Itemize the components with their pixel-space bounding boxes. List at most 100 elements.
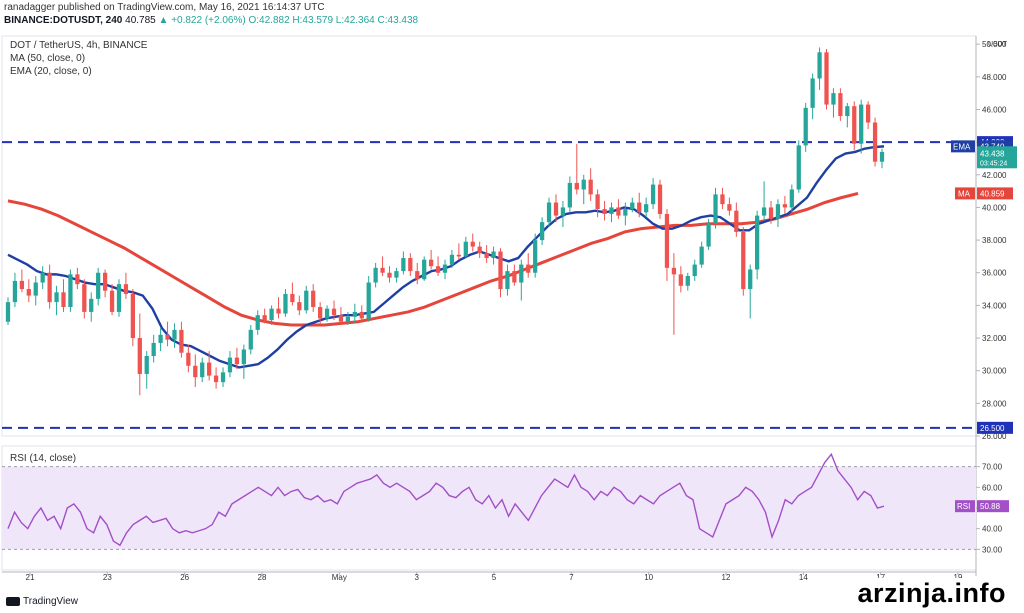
candle (491, 246, 496, 265)
candle-body (387, 272, 392, 278)
candle-body (775, 204, 781, 219)
candle (19, 269, 25, 293)
candle (699, 241, 704, 268)
y-tick-label: 40.000 (982, 203, 1007, 212)
candle (546, 197, 552, 228)
candle (290, 282, 295, 306)
y-tick-label: 46.000 (982, 105, 1007, 114)
candle-body (290, 293, 295, 303)
price-pane (1, 35, 977, 437)
candle-body (422, 259, 427, 280)
candle-body (796, 145, 801, 190)
candle (213, 367, 219, 389)
candle (186, 344, 191, 373)
candle-body (755, 215, 760, 270)
rsi-line (7, 452, 885, 547)
candle (387, 266, 392, 283)
candle (172, 323, 177, 348)
candle (470, 233, 475, 252)
candle (373, 262, 378, 288)
candle (283, 289, 288, 317)
legend-rsi[interactable]: RSI (14, close) (10, 453, 77, 464)
candle-body (470, 241, 475, 247)
tradingview-logo[interactable]: TradingView (6, 596, 78, 607)
candle (692, 259, 697, 281)
ma-tag-box (955, 187, 975, 200)
y-tick-label: 30.000 (982, 367, 1007, 376)
candle-body (498, 251, 503, 290)
candle-body (311, 290, 316, 308)
candle-body (539, 222, 545, 241)
candle-body (47, 272, 52, 303)
candle-body (428, 259, 434, 267)
candle-body (227, 357, 233, 373)
candle-body (491, 251, 496, 259)
candle (12, 272, 18, 308)
candle-body (463, 241, 468, 257)
candle-body (200, 362, 205, 378)
rsi-tag-box (955, 500, 975, 513)
x-tick-label: 7 (569, 573, 574, 582)
candle (865, 101, 871, 130)
candle-body (394, 271, 399, 278)
candle-body (435, 266, 441, 273)
candle-body (401, 258, 406, 272)
candle (824, 49, 829, 110)
candle (650, 178, 656, 210)
candle-body (505, 271, 510, 290)
legend-main[interactable]: DOT / TetherUS, 4h, BINANCE (10, 40, 148, 51)
candle (241, 344, 246, 379)
candle-body (484, 253, 489, 259)
close-value: C:43.438 (377, 15, 419, 26)
candle-body (748, 269, 753, 290)
legend-ma[interactable]: MA (50, close, 0) (10, 53, 86, 64)
candle (318, 302, 323, 324)
candle-body (671, 267, 677, 275)
candle-body (727, 204, 732, 211)
candle-body (61, 292, 66, 308)
candle (269, 305, 274, 325)
candle (817, 47, 822, 90)
tradingview-brand: TradingView (23, 596, 79, 607)
candle-body (609, 207, 614, 214)
candle-body (89, 298, 94, 312)
candle (248, 324, 253, 355)
candle (768, 200, 774, 224)
candle-body (158, 334, 163, 343)
candle-body (442, 264, 448, 273)
candle (89, 292, 94, 322)
y-tick-label: 48.000 (982, 73, 1007, 82)
candle-body (380, 267, 385, 273)
x-tick-label: 23 (103, 573, 112, 582)
candle-body (512, 271, 517, 283)
candle-body (415, 271, 420, 280)
x-tick-label: 5 (492, 573, 497, 582)
ma-tag-label: MA (958, 189, 971, 198)
candle-body (588, 179, 593, 195)
candle-body (297, 302, 302, 311)
candle (664, 209, 670, 281)
publisher-line: ranadagger published on TradingView.com,… (4, 2, 325, 13)
candle-body (602, 209, 607, 214)
candle (165, 321, 170, 347)
last-value: 40.785 (125, 15, 156, 26)
rsi-value-label: 50.88 (980, 502, 1001, 511)
candle (755, 210, 760, 280)
candle-body (581, 179, 586, 190)
candle-body (352, 311, 357, 317)
candle-body (782, 204, 788, 208)
candle-body (75, 274, 80, 285)
candle (179, 321, 184, 358)
candle (609, 202, 614, 223)
candle (796, 140, 801, 193)
candle (207, 351, 212, 381)
x-tick-label: 12 (722, 573, 731, 582)
candle (408, 253, 413, 276)
candle (415, 262, 420, 285)
candle (144, 351, 149, 389)
y-tick-label: 34.000 (982, 301, 1007, 310)
candle-body (734, 210, 739, 232)
y-tick-label: 36.000 (982, 269, 1007, 278)
legend-ema[interactable]: EMA (20, close, 0) (10, 66, 92, 77)
